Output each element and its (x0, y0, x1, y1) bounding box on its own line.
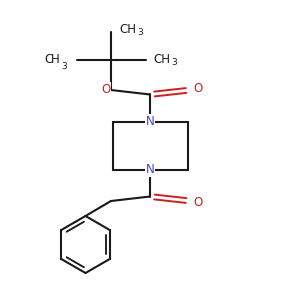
Text: O: O (194, 82, 202, 95)
Text: O: O (194, 196, 202, 209)
Text: O: O (101, 82, 110, 96)
Text: CH: CH (154, 52, 170, 66)
Text: H: H (51, 52, 60, 66)
Text: N: N (146, 163, 154, 176)
Text: C: C (44, 52, 52, 66)
Text: 3: 3 (172, 58, 178, 67)
Text: 3: 3 (137, 28, 143, 37)
Text: N: N (146, 115, 154, 128)
Text: 3: 3 (61, 62, 67, 71)
Text: CH: CH (119, 22, 136, 36)
